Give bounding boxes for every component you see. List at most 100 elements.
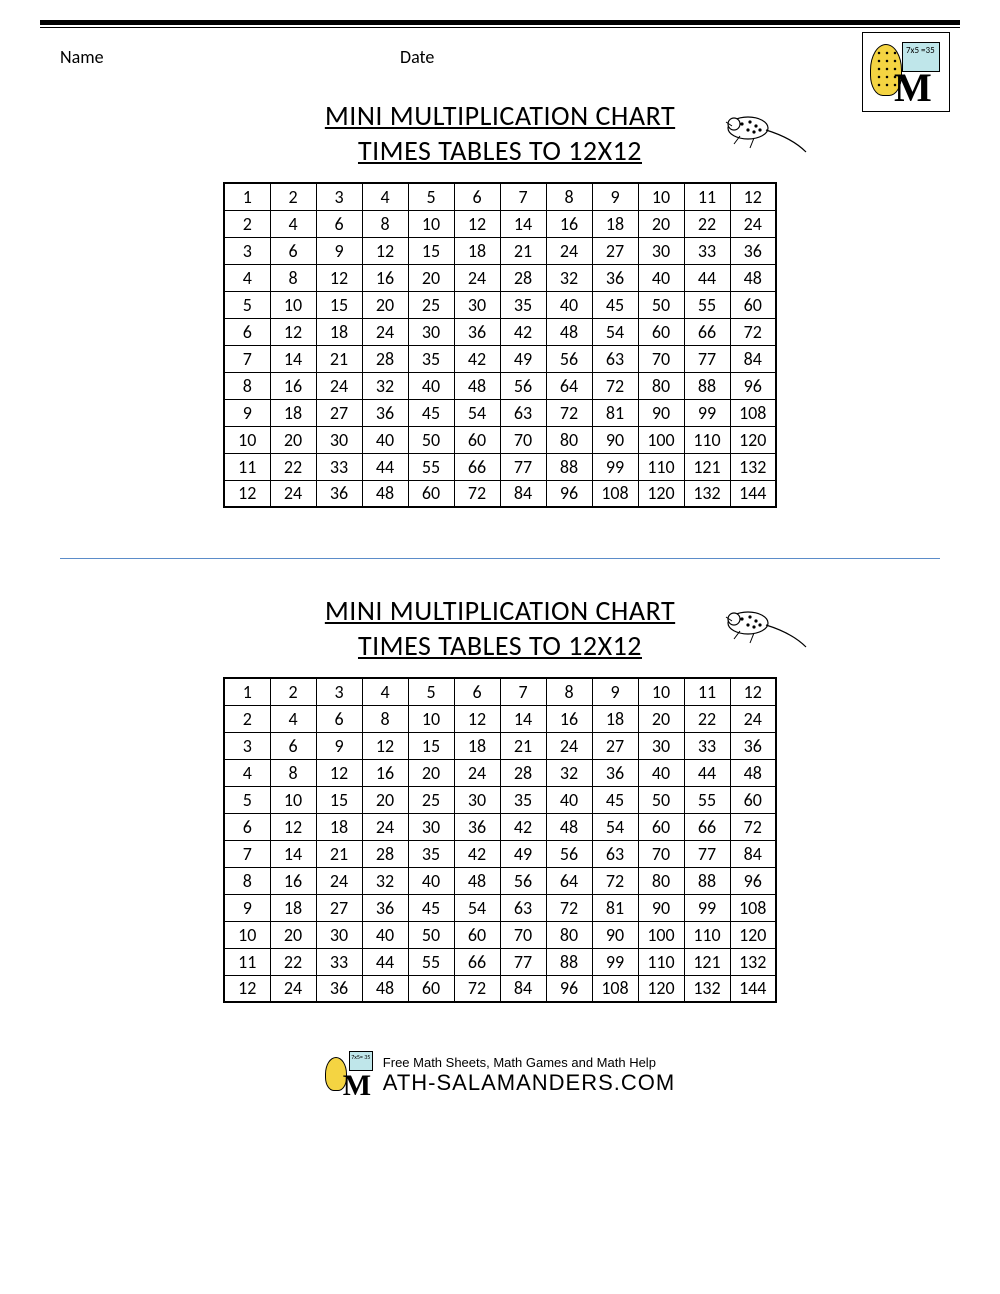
table-cell: 35	[408, 345, 454, 372]
table-cell: 60	[730, 786, 776, 813]
table-cell: 18	[454, 237, 500, 264]
table-cell: 60	[454, 426, 500, 453]
table-cell: 24	[362, 318, 408, 345]
chart-block-2: MINI MULTIPLICATION CHART TIMES TABLES T…	[0, 583, 1000, 1033]
date-label: Date	[400, 46, 434, 68]
multiplication-table: 1234567891011122468101214161820222436912…	[223, 677, 777, 1003]
table-cell: 42	[500, 318, 546, 345]
table-cell: 96	[730, 867, 776, 894]
table-cell: 99	[684, 399, 730, 426]
table-cell: 6	[224, 318, 270, 345]
table-cell: 12	[362, 732, 408, 759]
chart-block-1: MINI MULTIPLICATION CHART TIMES TABLES T…	[0, 88, 1000, 538]
table-cell: 33	[684, 732, 730, 759]
table-cell: 80	[638, 867, 684, 894]
table-cell: 8	[362, 705, 408, 732]
table-cell: 144	[730, 480, 776, 507]
table-cell: 12	[316, 264, 362, 291]
table-cell: 70	[500, 921, 546, 948]
table-cell: 60	[454, 921, 500, 948]
table-cell: 56	[500, 867, 546, 894]
table-cell: 49	[500, 345, 546, 372]
table-cell: 56	[546, 840, 592, 867]
table-cell: 16	[362, 759, 408, 786]
table-cell: 20	[638, 705, 684, 732]
table-cell: 14	[500, 210, 546, 237]
table-cell: 24	[454, 759, 500, 786]
table-row: 918273645546372819099108	[224, 894, 776, 921]
table-cell: 18	[270, 399, 316, 426]
table-cell: 108	[730, 894, 776, 921]
table-cell: 6	[270, 237, 316, 264]
table-cell: 72	[546, 894, 592, 921]
table-cell: 11	[684, 183, 730, 210]
page-footer: 7x5= 35 M Free Math Sheets, Math Games a…	[0, 1033, 1000, 1134]
table-cell: 8	[224, 372, 270, 399]
table-cell: 21	[316, 840, 362, 867]
table-cell: 20	[408, 759, 454, 786]
table-cell: 54	[592, 813, 638, 840]
table-cell: 22	[684, 705, 730, 732]
table-cell: 15	[408, 237, 454, 264]
chart-title-line2: TIMES TABLES TO 12X12	[358, 133, 642, 168]
table-cell: 54	[592, 318, 638, 345]
table-cell: 99	[592, 453, 638, 480]
worksheet-page: Name Date 7x5 =35 M MINI MULTIPLICATION …	[0, 20, 1000, 1134]
table-cell: 4	[224, 264, 270, 291]
table-cell: 60	[408, 480, 454, 507]
table-cell: 30	[408, 813, 454, 840]
table-cell: 5	[224, 291, 270, 318]
table-cell: 36	[362, 894, 408, 921]
table-cell: 5	[408, 678, 454, 705]
table-cell: 70	[638, 840, 684, 867]
table-cell: 48	[362, 480, 408, 507]
table-cell: 99	[684, 894, 730, 921]
table-cell: 36	[730, 237, 776, 264]
table-cell: 24	[546, 732, 592, 759]
table-cell: 24	[316, 867, 362, 894]
table-cell: 44	[684, 264, 730, 291]
table-cell: 15	[316, 786, 362, 813]
table-cell: 36	[454, 813, 500, 840]
table-cell: 22	[684, 210, 730, 237]
table-cell: 96	[546, 975, 592, 1002]
table-cell: 16	[362, 264, 408, 291]
table-cell: 30	[408, 318, 454, 345]
table-cell: 88	[684, 867, 730, 894]
table-cell: 40	[638, 264, 684, 291]
table-cell: 64	[546, 372, 592, 399]
table-cell: 55	[684, 786, 730, 813]
table-cell: 16	[270, 372, 316, 399]
footer-site-name: ATH-SALAMANDERS.COM	[383, 1070, 675, 1096]
table-cell: 132	[730, 453, 776, 480]
table-cell: 55	[684, 291, 730, 318]
table-cell: 4	[270, 210, 316, 237]
footer-tagline: Free Math Sheets, Math Games and Math He…	[383, 1055, 675, 1070]
table-cell: 28	[362, 345, 408, 372]
table-cell: 70	[500, 426, 546, 453]
table-cell: 12	[270, 318, 316, 345]
table-cell: 56	[500, 372, 546, 399]
table-cell: 81	[592, 399, 638, 426]
table-cell: 44	[684, 759, 730, 786]
table-cell: 4	[224, 759, 270, 786]
table-row: 71421283542495663707784	[224, 345, 776, 372]
table-cell: 3	[224, 237, 270, 264]
table-cell: 42	[454, 840, 500, 867]
table-cell: 50	[638, 786, 684, 813]
table-row: 51015202530354045505560	[224, 291, 776, 318]
table-cell: 36	[592, 759, 638, 786]
table-cell: 110	[684, 426, 730, 453]
table-cell: 66	[454, 453, 500, 480]
table-cell: 55	[408, 453, 454, 480]
table-row: 1224364860728496108120132144	[224, 975, 776, 1002]
table-cell: 14	[270, 840, 316, 867]
table-row: 112233445566778899110121132	[224, 948, 776, 975]
table-cell: 88	[546, 453, 592, 480]
footer-logo-icon: 7x5= 35 M	[325, 1051, 373, 1099]
table-cell: 144	[730, 975, 776, 1002]
table-cell: 30	[316, 426, 362, 453]
table-cell: 9	[316, 732, 362, 759]
table-row: 123456789101112	[224, 678, 776, 705]
table-cell: 90	[592, 921, 638, 948]
